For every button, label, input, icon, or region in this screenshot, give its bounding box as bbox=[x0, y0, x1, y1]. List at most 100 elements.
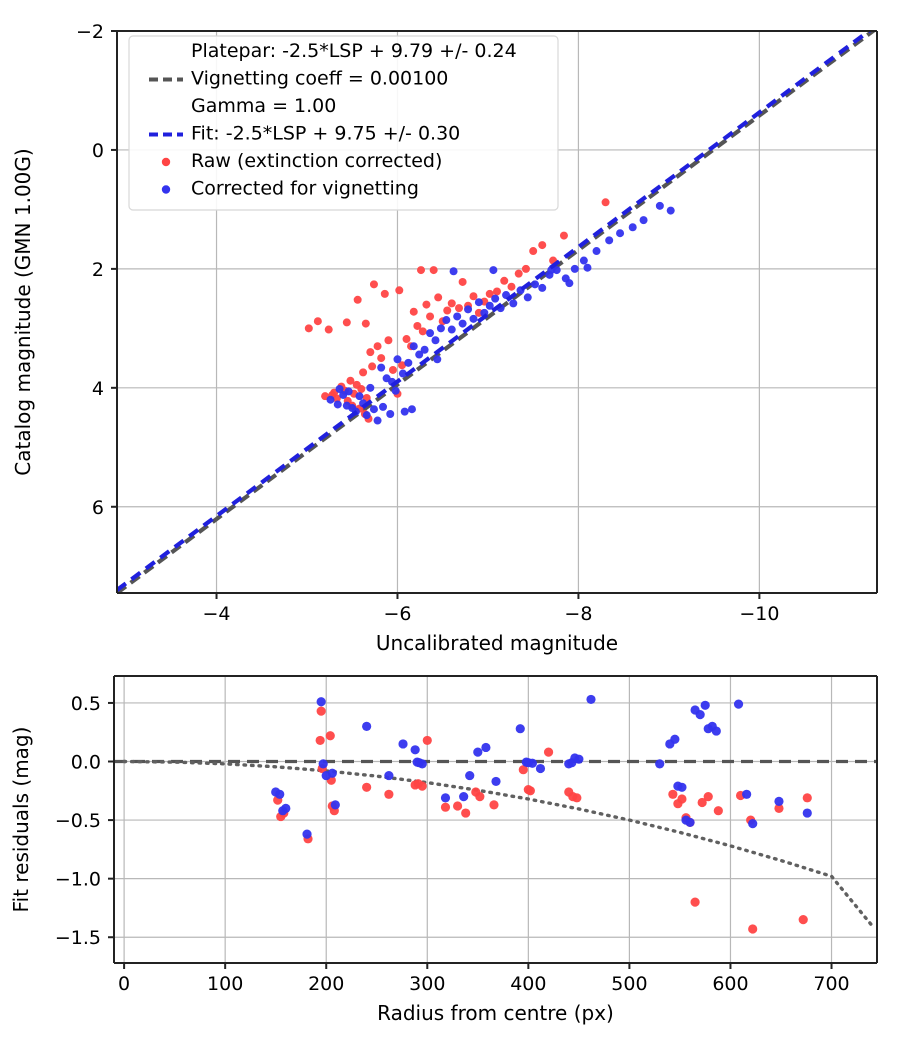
grid-lines bbox=[114, 676, 877, 963]
data-point bbox=[410, 745, 420, 755]
data-point bbox=[409, 307, 418, 316]
data-point bbox=[384, 770, 394, 781]
data-point bbox=[455, 304, 463, 313]
data-point bbox=[475, 792, 485, 802]
data-point bbox=[491, 776, 501, 787]
data-point bbox=[384, 336, 393, 345]
data-point bbox=[431, 336, 440, 345]
legend-entry: Platepar: -2.5*LSP + 9.79 +/- 0.24 bbox=[191, 40, 517, 62]
data-point bbox=[373, 416, 382, 425]
platepar-trend-line bbox=[117, 31, 877, 593]
data-point bbox=[318, 759, 328, 769]
data-point bbox=[418, 327, 427, 336]
data-point bbox=[426, 312, 435, 321]
data-point bbox=[668, 789, 678, 799]
data-point bbox=[491, 294, 500, 303]
data-point bbox=[361, 319, 370, 328]
data-point bbox=[344, 387, 353, 396]
data-point bbox=[434, 293, 443, 302]
data-point bbox=[695, 710, 705, 720]
data-point bbox=[433, 355, 442, 364]
data-point bbox=[304, 324, 313, 333]
y-tick-label: 6 bbox=[92, 497, 104, 519]
data-point bbox=[538, 241, 547, 250]
legend-label: Fit: -2.5*LSP + 9.75 +/- 0.30 bbox=[191, 123, 460, 145]
y-tick-label: 0 bbox=[92, 140, 104, 162]
data-point bbox=[531, 280, 539, 289]
fit-residuals-axes: 0 100 200 300 400 500 600 700 0.5 0.0 −0.5 −1.0 −1.5… bbox=[9, 675, 878, 1025]
y-tick-label: 0.0 bbox=[71, 752, 101, 774]
data-point bbox=[509, 299, 518, 308]
data-point bbox=[461, 808, 471, 818]
y-axis-title: Fit residuals (mag) bbox=[9, 727, 33, 913]
data-point bbox=[523, 293, 532, 302]
data-point bbox=[316, 697, 326, 707]
legend-label: Raw (extinction corrected) bbox=[191, 150, 442, 172]
data-point bbox=[469, 314, 478, 323]
data-point bbox=[493, 287, 501, 296]
data-point bbox=[583, 263, 592, 272]
legend-label: Vignetting coeff = 0.00100 bbox=[191, 68, 448, 90]
data-point bbox=[802, 793, 812, 803]
data-point bbox=[742, 789, 752, 799]
data-point bbox=[733, 699, 744, 709]
data-point bbox=[404, 358, 413, 367]
data-point bbox=[570, 264, 579, 273]
data-point bbox=[473, 747, 483, 757]
x-tick-label: −10 bbox=[739, 603, 779, 625]
data-point bbox=[601, 198, 610, 207]
data-point bbox=[417, 266, 425, 275]
data-point bbox=[426, 329, 435, 338]
data-point bbox=[362, 411, 371, 420]
data-point bbox=[443, 306, 452, 315]
data-point bbox=[402, 335, 411, 344]
data-point bbox=[281, 803, 291, 813]
data-point bbox=[464, 305, 473, 314]
x-tick-label: 700 bbox=[813, 973, 849, 995]
data-point bbox=[690, 897, 700, 907]
data-point bbox=[711, 726, 721, 736]
data-point bbox=[655, 759, 665, 769]
data-point bbox=[458, 319, 467, 328]
x-tick-label: 0 bbox=[118, 973, 130, 995]
data-point bbox=[325, 731, 335, 741]
data-point bbox=[368, 362, 377, 371]
data-point bbox=[362, 721, 372, 731]
data-point bbox=[369, 280, 378, 289]
x-tick-label: −4 bbox=[203, 603, 231, 625]
data-point bbox=[420, 345, 429, 354]
data-point bbox=[369, 405, 378, 414]
y-tick-label: 2 bbox=[92, 259, 104, 281]
data-point bbox=[316, 706, 326, 716]
data-point bbox=[413, 321, 422, 330]
legend-label: Gamma = 1.00 bbox=[191, 95, 336, 117]
data-point bbox=[666, 206, 675, 215]
x-tick-label: 300 bbox=[409, 973, 445, 995]
data-point bbox=[342, 401, 351, 410]
data-point bbox=[377, 363, 386, 372]
x-tick-label: 200 bbox=[308, 973, 344, 995]
data-point bbox=[440, 793, 451, 803]
legend-entry: Vignetting coeff = 0.00100 bbox=[149, 68, 448, 90]
data-point bbox=[559, 231, 568, 240]
data-point bbox=[685, 817, 695, 828]
data-point bbox=[697, 797, 707, 808]
x-tick-label: 100 bbox=[207, 973, 243, 995]
fit-trend-line bbox=[117, 31, 873, 592]
data-point bbox=[417, 781, 427, 791]
data-point bbox=[357, 385, 366, 394]
data-point bbox=[335, 385, 344, 394]
data-point bbox=[379, 402, 387, 411]
legend-entry: Gamma = 1.00 bbox=[191, 95, 336, 117]
data-point bbox=[326, 395, 335, 404]
x-tick-label: −8 bbox=[564, 603, 592, 625]
data-point bbox=[395, 286, 404, 295]
data-point bbox=[802, 808, 812, 818]
data-point bbox=[302, 829, 312, 839]
x-tick-label: 600 bbox=[712, 973, 748, 995]
data-point bbox=[315, 735, 325, 746]
data-point bbox=[677, 794, 687, 804]
data-point bbox=[485, 289, 494, 298]
vignetting-model-curve bbox=[122, 759, 874, 928]
